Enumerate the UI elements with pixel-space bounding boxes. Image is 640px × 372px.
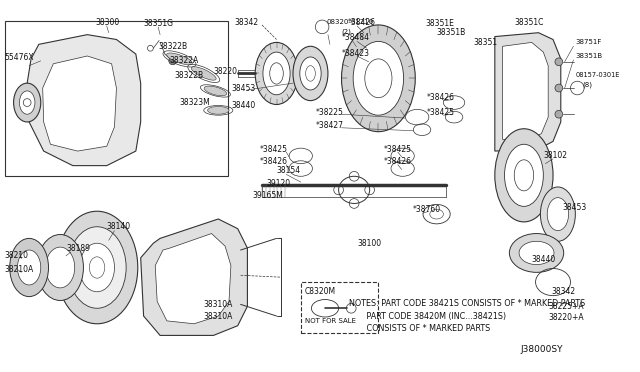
Text: 38440: 38440 [231,101,255,110]
Text: J38000SY: J38000SY [520,346,563,355]
Text: *38425: *38425 [260,145,288,154]
Ellipse shape [255,42,298,105]
Text: *38426: *38426 [383,157,412,166]
Ellipse shape [56,211,138,324]
Text: 38342: 38342 [235,17,259,26]
Text: C8320M: C8320M [305,287,336,296]
Ellipse shape [68,227,126,308]
Ellipse shape [13,83,41,122]
Text: *38225: *38225 [316,108,343,117]
Text: 38102: 38102 [543,151,567,160]
Text: 38220+A: 38220+A [548,314,584,323]
Text: 38453: 38453 [563,203,587,212]
Text: NOT FOR SALE: NOT FOR SALE [305,318,356,324]
Text: 38751F: 38751F [575,39,602,45]
Ellipse shape [547,198,568,231]
Polygon shape [43,56,116,151]
Text: *38423: *38423 [342,49,369,58]
Text: 38351: 38351 [474,38,497,47]
Ellipse shape [519,241,554,264]
Text: 38310A: 38310A [204,300,233,309]
Circle shape [169,57,177,65]
Polygon shape [495,33,561,151]
Ellipse shape [495,129,553,222]
Ellipse shape [504,144,543,206]
Text: *38426: *38426 [427,93,455,102]
Text: 55476X: 55476X [5,54,35,62]
Text: *38760: *38760 [412,205,440,214]
Text: 38300: 38300 [95,17,119,26]
Polygon shape [27,35,141,166]
Text: 38140: 38140 [107,222,131,231]
Text: *38427: *38427 [316,121,343,130]
Text: 38453: 38453 [231,83,255,93]
Bar [301,282,378,333]
Polygon shape [156,234,231,324]
Ellipse shape [19,91,35,114]
Ellipse shape [45,247,75,288]
Ellipse shape [191,67,216,80]
Text: 38322A: 38322A [170,56,199,65]
Text: (2): (2) [342,29,351,35]
Ellipse shape [293,46,328,100]
Text: 38351B: 38351B [575,53,602,59]
Text: 38220: 38220 [214,67,237,76]
Ellipse shape [353,41,404,115]
Ellipse shape [342,25,415,132]
Text: 38189: 38189 [66,244,90,253]
Text: NOTES: PART CODE 38421S CONSISTS OF * MARKED PARTS: NOTES: PART CODE 38421S CONSISTS OF * MA… [349,299,586,308]
Ellipse shape [263,52,290,95]
Text: *38425: *38425 [383,145,412,154]
Bar [5,21,228,176]
Ellipse shape [17,250,41,285]
Text: (8): (8) [582,82,592,88]
Text: *38425: *38425 [427,108,455,117]
Polygon shape [141,219,248,336]
Text: 08320-61210: 08320-61210 [327,19,374,25]
Polygon shape [502,42,548,140]
Text: 38310A: 38310A [204,311,233,321]
Circle shape [555,84,563,92]
Text: 38322B: 38322B [158,42,188,51]
Text: 38351G: 38351G [143,19,173,28]
Text: *38426: *38426 [260,157,288,166]
Ellipse shape [204,86,227,96]
Ellipse shape [300,57,321,90]
Text: 08157-0301E: 08157-0301E [575,73,620,78]
Text: CONSISTS OF * MARKED PARTS: CONSISTS OF * MARKED PARTS [349,324,490,333]
Text: 38351C: 38351C [514,17,543,26]
Text: 39165M: 39165M [252,191,283,200]
Circle shape [555,110,563,118]
Text: 38210A: 38210A [5,265,34,274]
Text: 38351E: 38351E [425,19,454,28]
Text: PART CODE 38420M (INC...38421S): PART CODE 38420M (INC...38421S) [349,311,506,321]
Ellipse shape [166,53,193,65]
Text: 38154: 38154 [276,166,301,175]
Text: *38484: *38484 [342,33,369,42]
Text: 38351B: 38351B [436,28,466,37]
Ellipse shape [509,234,564,272]
Ellipse shape [540,187,575,241]
Ellipse shape [79,243,115,292]
Text: 38440: 38440 [532,255,556,264]
Text: 39120: 39120 [267,179,291,187]
Ellipse shape [10,238,49,296]
Text: 38322B: 38322B [175,71,204,80]
Ellipse shape [207,106,229,114]
Text: 38210: 38210 [5,251,29,260]
Text: 38323M: 38323M [179,98,211,107]
Circle shape [555,58,563,66]
Text: 38225+A: 38225+A [548,302,584,311]
Text: *38426: *38426 [348,17,375,26]
Text: 38100: 38100 [357,239,381,248]
Text: 38342: 38342 [551,287,575,296]
Ellipse shape [37,234,83,301]
